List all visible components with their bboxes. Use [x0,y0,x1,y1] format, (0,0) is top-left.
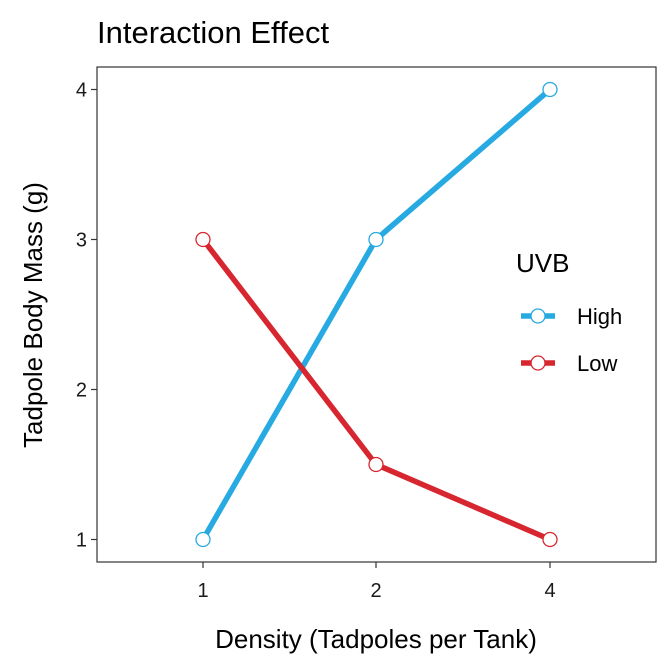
legend-title: UVB [516,248,569,278]
x-tick-label: 4 [544,580,555,602]
data-point-low [542,531,558,548]
x-tick-label: 1 [197,580,208,602]
series-points [195,81,558,548]
x-tick-label: 2 [370,580,381,602]
data-point-high [368,231,384,248]
data-point-high [195,531,211,548]
chart-title: Interaction Effect [97,15,329,50]
y-tick-label: 1 [76,530,87,552]
data-point-high [542,81,558,98]
legend-label-high: High [577,304,622,329]
plot-panel [96,66,657,563]
axis-ticks: 1 2 3 4 1 2 4 [76,80,556,603]
x-axis-title: Density (Tadpoles per Tank) [215,624,537,654]
y-tick-label: 2 [76,380,87,402]
data-point-low [195,231,211,248]
legend-label-low: Low [577,351,617,376]
y-tick-label: 4 [76,80,87,102]
legend: UVB High Low [516,248,622,376]
legend-items: High Low [521,304,622,376]
y-tick-label: 3 [76,230,87,252]
legend-key-point-high [530,308,546,324]
data-point-low [368,456,384,473]
y-axis-title: Tadpole Body Mass (g) [18,182,48,448]
series-line-low [200,237,552,543]
legend-key-point-low [530,355,546,371]
